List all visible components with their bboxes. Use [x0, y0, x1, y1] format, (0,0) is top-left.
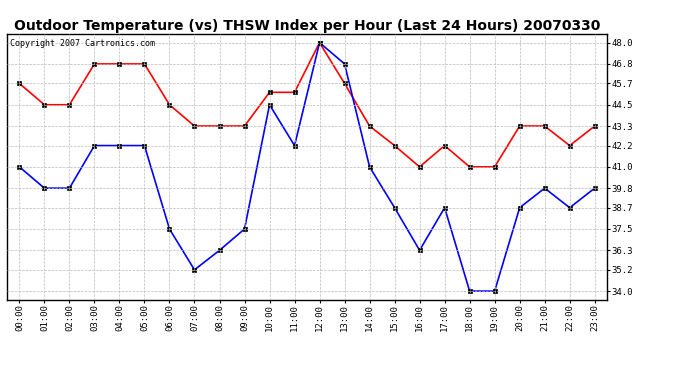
Title: Outdoor Temperature (vs) THSW Index per Hour (Last 24 Hours) 20070330: Outdoor Temperature (vs) THSW Index per …	[14, 19, 600, 33]
Text: Copyright 2007 Cartronics.com: Copyright 2007 Cartronics.com	[10, 39, 155, 48]
